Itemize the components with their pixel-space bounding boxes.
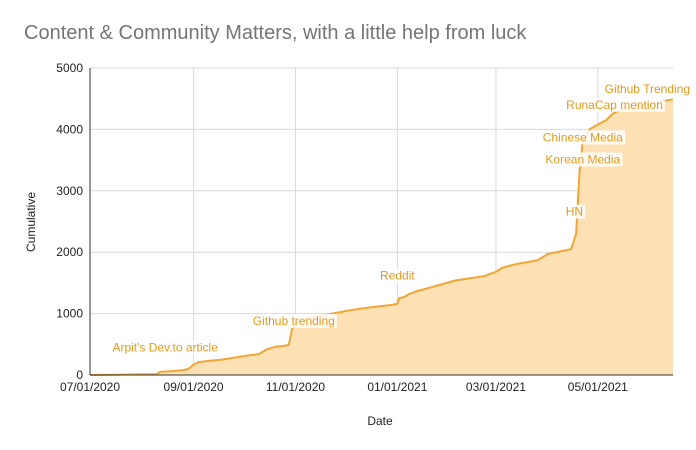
annotation-label: Github trending [253,314,335,328]
annotation-bg [378,268,418,283]
annotation-label: HN [566,205,583,219]
x-tick-label: 01/01/2021 [367,380,427,394]
x-tick-label: 03/01/2021 [466,380,526,394]
annotation-label: Reddit [380,269,415,283]
annotation-3: HN [563,204,586,219]
annotation-4: Korean Media [543,152,623,167]
y-tick-label: 3000 [56,184,83,198]
y-tick-label: 5000 [56,61,83,75]
area-fill [90,99,673,376]
annotations: Arpit's Dev.to article Github trending Red… [110,81,692,355]
x-tick-label: 09/01/2020 [164,380,224,394]
area-fill-group [89,98,674,376]
chart-title: Content & Community Matters, with a litt… [24,22,527,44]
annotation-label: Github Trending [605,82,690,96]
annotation-1: Github trending [250,313,337,328]
annotation-bg [540,130,626,145]
annotation-bg [250,313,337,328]
y-tick-label: 4000 [56,122,83,136]
annotation-label: Chinese Media [543,130,623,144]
cumulative-line [89,98,674,376]
y-tick-label: 2000 [56,245,83,259]
y-tick-label: 1000 [56,307,83,321]
y-tick-label: 0 [76,368,83,382]
x-tick-label: 07/01/2020 [60,380,120,394]
tick-labels: 0 1000 2000 3000 4000 5000 07/01/2020 09/01/202… [56,61,628,394]
annotation-label: RunaCap mention [566,98,663,112]
x-axis-title: Date [367,414,393,428]
annotation-5: Chinese Media [540,130,626,145]
axes [89,68,673,376]
x-tick-label: 11/01/2020 [266,380,325,394]
annotation-2: Reddit [378,268,418,283]
annotation-bg [563,204,586,219]
annotation-label: Arpit's Dev.to article [112,340,218,354]
annotation-label: Korean Media [545,152,620,166]
annotation-0: Arpit's Dev.to article [110,340,221,355]
annotation-bg [602,81,692,96]
annotation-bg [110,340,221,355]
annotation-6: RunaCap mention [564,97,665,112]
y-axis-title: Cumulative [24,192,38,252]
annotation-bg [543,152,623,167]
annotation-7: Github Trending [602,81,692,96]
annotation-bg [564,97,665,112]
x-tick-label: 05/01/2021 [568,380,628,394]
